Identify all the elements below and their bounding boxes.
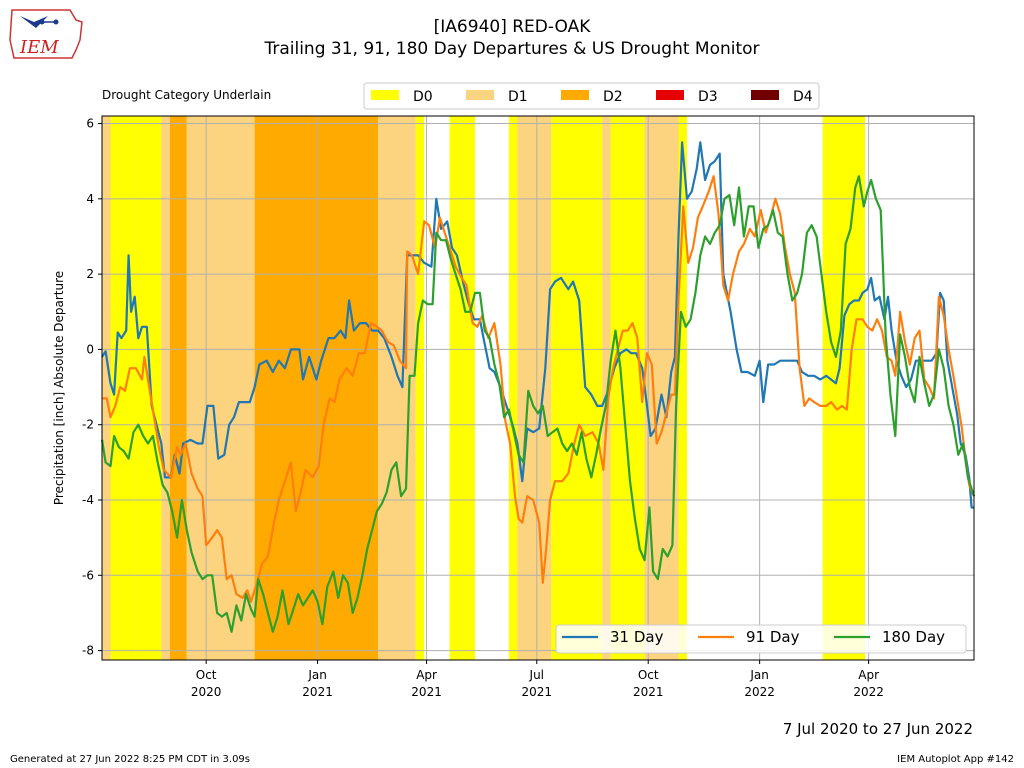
x-tick-label-year: 2022 [744,685,775,699]
drought-legend-frame [363,82,820,110]
y-tick-label: 4 [86,192,94,206]
drought-band-d2 [169,116,187,660]
x-tick-label: Apr [416,668,437,682]
plot-area: -8 -6 -4 -2 0 2 4 6 Oct 2020 Jan 2021 Apr 2021 Jul 202… [82,115,976,699]
drought-band-d1 [186,116,255,660]
y-tick-label: 0 [86,342,94,356]
drought-band-d1 [602,116,611,660]
y-axis-label: Precipitation [inch] Absolute Departure [52,271,66,505]
plot-frame [101,115,975,661]
iem-logo: IEM [9,9,83,59]
x-tick-label-year: 2021 [302,685,333,699]
drought-band-d0 [449,116,476,660]
drought-legend-label-d3: D3 [698,89,718,105]
x-tick-label: Jan [307,668,327,682]
chart-subtitle: Trailing 31, 91, 180 Day Departures & US… [263,39,759,59]
iem-logo-text: IEM [19,37,59,58]
drought-band-d0 [508,116,518,660]
drought-band-d0 [822,116,865,660]
generated-footer: Generated at 27 Jun 2022 8:25 PM CDT in … [10,754,250,765]
series-legend-label: 31 Day [610,628,664,646]
x-axis-ticks: Oct 2020 Jan 2021 Apr 2021 Jul 2021 Oct 2021 Jan 20… [191,660,884,699]
drought-legend-swatch-d2 [561,90,589,100]
drought-band-d0 [118,116,136,660]
x-tick-label: Jan [749,668,769,682]
x-tick-label: Jul [529,668,544,682]
chart-title: [IA6940] RED-OAK [434,17,592,37]
x-tick-label: Apr [858,668,879,682]
series-line-91-day [102,175,976,603]
series-legend-label: 180 Day [882,628,945,646]
y-tick-label: -8 [82,644,94,658]
drought-band-d0 [415,116,425,660]
y-tick-label: 2 [86,267,94,281]
x-tick-label: Oct [638,668,659,682]
y-tick-label: -2 [82,418,94,432]
date-range-label: 7 Jul 2020 to 27 Jun 2022 [783,720,973,738]
series-line-31-day [101,141,974,509]
drought-legend-swatch-d3 [656,90,684,100]
y-tick-label: 6 [86,117,94,131]
app-footer: IEM Autoplot App #142 [897,754,1014,765]
drought-legend-title: Drought Category Underlain [102,88,271,102]
drought-legend-label-d0: D0 [413,89,433,105]
drought-legend-swatch-d1 [466,90,494,100]
drought-band-d0 [551,116,603,660]
x-tick-label-year: 2021 [522,685,553,699]
drought-band-d0 [610,116,645,660]
drought-legend-label-d4: D4 [793,89,813,105]
drought-bands [102,116,865,660]
y-axis-ticks: -8 -6 -4 -2 0 2 4 6 [82,117,102,658]
series-legend-label: 91 Day [746,628,800,646]
series-legend-frame [555,624,967,654]
series-legend: 31 Day 91 Day 180 Day [555,624,967,654]
drought-band-d0 [678,116,687,660]
drought-legend-label-d1: D1 [508,89,528,105]
drought-band-d1 [517,116,552,660]
y-tick-label: -6 [82,568,94,582]
drought-band-d1 [644,116,679,660]
drought-legend: D0 D1 D2 D3 D4 [363,82,820,110]
y-tick-label: -4 [82,493,94,507]
drought-legend-swatch-d4 [751,90,779,100]
series-line-180-day [100,175,976,633]
x-tick-label-year: 2021 [411,685,442,699]
drought-legend-swatch-d0 [371,90,399,100]
drought-legend-label-d2: D2 [603,89,623,105]
x-tick-label-year: 2020 [191,685,222,699]
series-lines [100,141,976,633]
drought-band-d1 [102,116,111,660]
x-tick-label: Oct [196,668,217,682]
x-tick-label-year: 2021 [633,685,664,699]
drought-band-d2 [254,116,379,660]
x-tick-label-year: 2022 [853,685,884,699]
drought-band-d1 [161,116,170,660]
